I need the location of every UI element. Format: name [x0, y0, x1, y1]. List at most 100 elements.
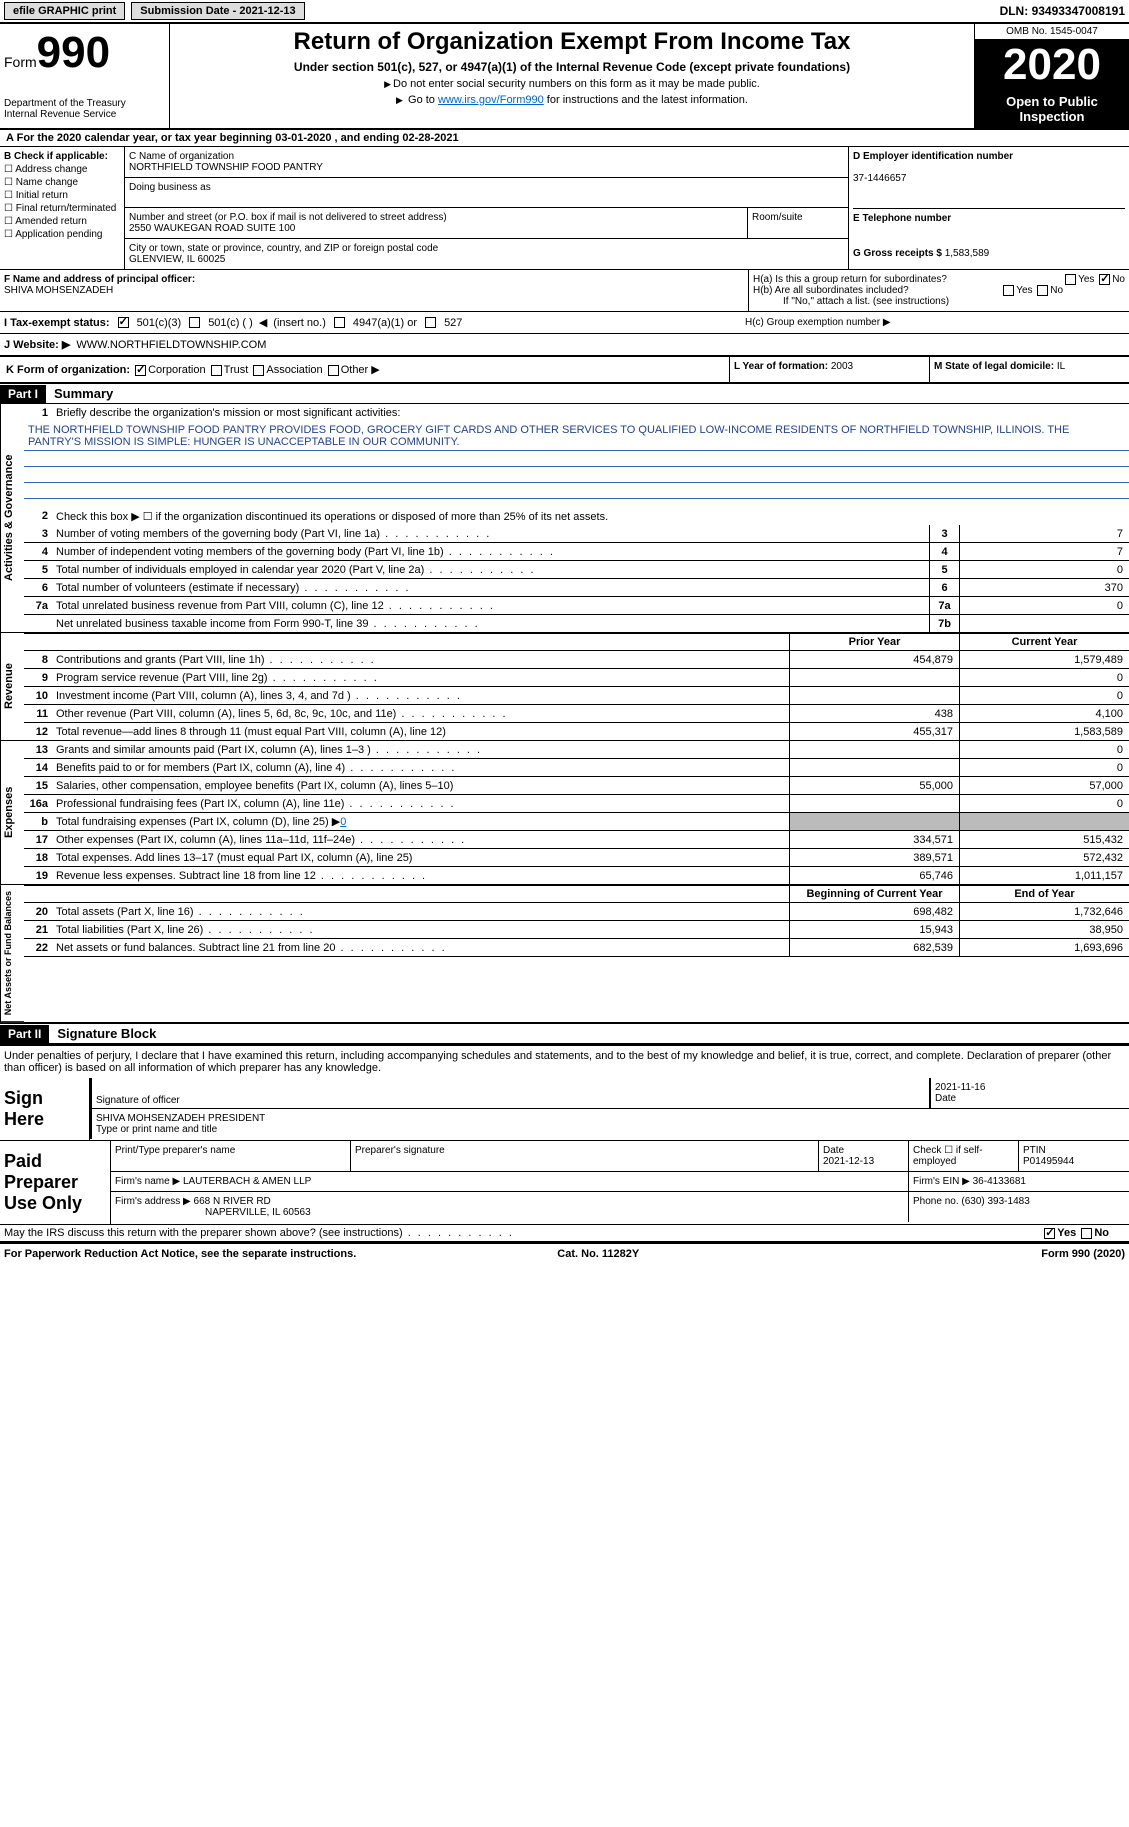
chk-name-change[interactable]: ☐ Name change — [4, 177, 120, 188]
l14: Benefits paid to or for members (Part IX… — [52, 760, 789, 776]
row-j-website: J Website: ▶ WWW.NORTHFIELDTOWNSHIP.COM — [0, 334, 1129, 357]
note-ssn: Do not enter social security numbers on … — [178, 78, 966, 90]
officer-label: F Name and address of principal officer: — [4, 274, 195, 285]
mission-blank3 — [24, 483, 1129, 499]
val7b — [959, 615, 1129, 632]
chk-501c[interactable] — [189, 317, 200, 328]
l16b: Total fundraising expenses (Part IX, col… — [52, 813, 789, 830]
org-name-row: C Name of organization NORTHFIELD TOWNSH… — [125, 147, 848, 178]
officer-sig[interactable]: Signature of officer — [90, 1078, 929, 1108]
chk-other[interactable] — [328, 365, 339, 376]
hb-note: If "No," attach a list. (see instruction… — [753, 296, 1125, 307]
form-title: Return of Organization Exempt From Incom… — [178, 28, 966, 56]
line6: Total number of volunteers (estimate if … — [52, 580, 929, 596]
mission-blank1 — [24, 451, 1129, 467]
hc-exemption: H(c) Group exemption number ▶ — [745, 317, 1125, 328]
hdr-begin: Beginning of Current Year — [789, 886, 959, 902]
chk-trust[interactable] — [211, 365, 222, 376]
dept-treasury: Department of the Treasury Internal Reve… — [4, 98, 165, 120]
chk-assoc[interactable] — [253, 365, 264, 376]
firm-address: Firm's address ▶ 668 N RIVER RDNAPERVILL… — [111, 1192, 909, 1222]
l19: Revenue less expenses. Subtract line 18 … — [52, 868, 789, 884]
chk-pending[interactable]: ☐ Application pending — [4, 229, 120, 240]
firm-ein: Firm's EIN ▶ 36-4133681 — [909, 1172, 1129, 1191]
row-f-h: F Name and address of principal officer:… — [0, 270, 1129, 312]
chk-4947[interactable] — [334, 317, 345, 328]
hb-no[interactable] — [1037, 285, 1048, 296]
l13: Grants and similar amounts paid (Part IX… — [52, 742, 789, 758]
val5: 0 — [959, 561, 1129, 578]
efile-btn[interactable]: efile GRAPHIC print — [4, 2, 125, 20]
prep-ptin: PTINP01495944 — [1019, 1141, 1129, 1171]
prep-self-emp[interactable]: Check ☐ if self-employed — [909, 1141, 1019, 1171]
row-k-l-m: K Form of organization: Corporation Trus… — [0, 357, 1129, 384]
b-label: B Check if applicable: — [4, 151, 108, 162]
ha-no[interactable] — [1099, 274, 1110, 285]
form-subtitle: Under section 501(c), 527, or 4947(a)(1)… — [178, 60, 966, 74]
paid-preparer-label: Paid Preparer Use Only — [0, 1141, 110, 1224]
chk-527[interactable] — [425, 317, 436, 328]
form-number: Form990 — [4, 28, 165, 78]
dba-row: Doing business as — [125, 178, 848, 208]
org-name: NORTHFIELD TOWNSHIP FOOD PANTRY — [129, 162, 844, 173]
paperwork-notice: For Paperwork Reduction Act Notice, see … — [4, 1248, 356, 1260]
form990-link[interactable]: www.irs.gov/Form990 — [438, 94, 544, 106]
page-footer: For Paperwork Reduction Act Notice, see … — [0, 1242, 1129, 1264]
label-governance: Activities & Governance — [0, 404, 24, 633]
perjury-decl: Under penalties of perjury, I declare th… — [0, 1046, 1129, 1078]
line3: Number of voting members of the governin… — [52, 526, 929, 542]
l8: Contributions and grants (Part VIII, lin… — [52, 652, 789, 668]
sign-here-label: Sign Here — [0, 1078, 90, 1140]
chk-amended[interactable]: ☐ Amended return — [4, 216, 120, 227]
line5: Total number of individuals employed in … — [52, 562, 929, 578]
sig-date: 2021-11-16Date — [929, 1078, 1129, 1108]
part2-header: Part IISignature Block — [0, 1024, 1129, 1044]
chk-initial-return[interactable]: ☐ Initial return — [4, 190, 120, 201]
irs-discuss: May the IRS discuss this return with the… — [0, 1225, 1022, 1241]
l16a: Professional fundraising fees (Part IX, … — [52, 796, 789, 812]
discuss-no[interactable] — [1081, 1228, 1092, 1239]
city-row: City or town, state or province, country… — [125, 239, 848, 269]
chk-501c3[interactable] — [118, 317, 129, 328]
hb-yes[interactable] — [1003, 285, 1014, 296]
ha-yes[interactable] — [1065, 274, 1076, 285]
website-url[interactable]: WWW.NORTHFIELDTOWNSHIP.COM — [76, 339, 266, 351]
mission-blank2 — [24, 467, 1129, 483]
discuss-yes[interactable] — [1044, 1228, 1055, 1239]
officer-typed-name: SHIVA MOHSENZADEH PRESIDENTType or print… — [90, 1109, 1129, 1139]
prep-sig-hdr: Preparer's signature — [351, 1141, 819, 1171]
sub-date-btn[interactable]: Submission Date - 2021-12-13 — [131, 2, 304, 20]
chk-corp[interactable] — [135, 365, 146, 376]
chk-address-change[interactable]: ☐ Address change — [4, 164, 120, 175]
form-ref: Form 990 (2020) — [1041, 1248, 1125, 1260]
dln: DLN: 93493347008191 — [1000, 4, 1125, 18]
cat-no: Cat. No. 11282Y — [557, 1248, 639, 1260]
efile-header: efile GRAPHIC print Submission Date - 20… — [0, 0, 1129, 24]
l17: Other expenses (Part IX, column (A), lin… — [52, 832, 789, 848]
gross-receipts: G Gross receipts $ 1,583,589 — [853, 248, 1125, 259]
part1-header: Part ISummary — [0, 384, 1129, 404]
val6: 370 — [959, 579, 1129, 596]
signature-block: Under penalties of perjury, I declare th… — [0, 1044, 1129, 1242]
val3: 7 — [959, 525, 1129, 542]
val4: 7 — [959, 543, 1129, 560]
line7a: Total unrelated business revenue from Pa… — [52, 598, 929, 614]
row-i-tax-status: I Tax-exempt status: 501(c)(3) 501(c) ( … — [0, 312, 1129, 334]
l10: Investment income (Part VIII, column (A)… — [52, 688, 789, 704]
chk-final-return[interactable]: ☐ Final return/terminated — [4, 203, 120, 214]
section-b-to-g: B Check if applicable: ☐ Address change … — [0, 147, 1129, 270]
ein-value: 37-1446657 — [853, 173, 906, 184]
street-address: Number and street (or P.O. box if mail i… — [125, 208, 748, 238]
year-formation: L Year of formation: 2003 — [729, 357, 929, 382]
line-a-taxyear: A For the 2020 calendar year, or tax yea… — [0, 130, 1129, 147]
hdr-end: End of Year — [959, 886, 1129, 902]
prep-name-hdr: Print/Type preparer's name — [111, 1141, 351, 1171]
l18: Total expenses. Add lines 13–17 (must eq… — [52, 850, 789, 866]
l21: Total liabilities (Part X, line 26) — [52, 922, 789, 938]
l12: Total revenue—add lines 8 through 11 (mu… — [52, 724, 789, 740]
officer-name: SHIVA MOHSENZADEH — [4, 285, 113, 296]
hb-subordinates: H(b) Are all subordinates included? Yes … — [753, 285, 1125, 296]
val7a: 0 — [959, 597, 1129, 614]
ha-group-return: H(a) Is this a group return for subordin… — [753, 274, 1125, 285]
label-expenses: Expenses — [0, 741, 24, 885]
